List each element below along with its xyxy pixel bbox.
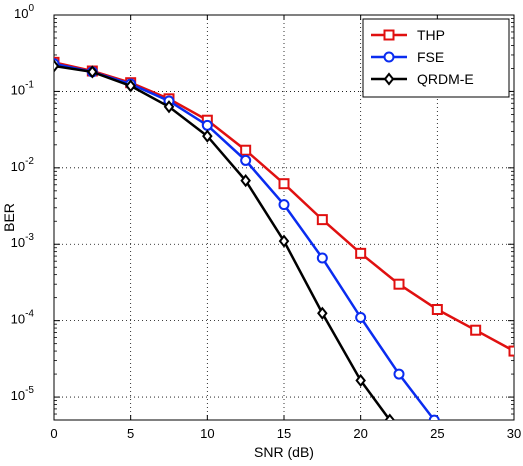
data-point-qrdm-e xyxy=(278,234,290,248)
data-point-fse xyxy=(393,368,405,380)
legend-marker-thp xyxy=(383,29,395,41)
legend-label-qrdm-e: QRDM-E xyxy=(417,71,474,87)
data-point-thp xyxy=(355,247,367,259)
legend-label-fse: FSE xyxy=(417,49,444,65)
data-point-qrdm-e xyxy=(125,79,136,93)
x-tick-label: 20 xyxy=(353,426,367,441)
legend-marker-qrdm-e xyxy=(383,72,395,86)
y-tick-label: 10-5 xyxy=(11,385,35,403)
data-point-qrdm-e xyxy=(163,100,175,114)
data-point-qrdm-e xyxy=(202,129,213,143)
data-point-fse xyxy=(278,199,290,211)
y-tick-label: 100 xyxy=(14,3,34,21)
data-point-qrdm-e xyxy=(355,373,366,388)
x-tick-label: 0 xyxy=(50,426,57,441)
legend: THP FSE QRDM-E xyxy=(362,18,510,98)
data-point-qrdm-e xyxy=(317,306,328,320)
data-point-thp xyxy=(316,214,328,226)
x-tick-label: 30 xyxy=(507,426,521,441)
x-tick-label: 5 xyxy=(127,426,134,441)
data-point-qrdm-e xyxy=(87,65,98,79)
data-point-qrdm-e xyxy=(54,59,60,73)
series-line-qrdm-e xyxy=(54,64,391,420)
x-tick-label: 25 xyxy=(430,426,444,441)
x-axis-label: SNR (dB) xyxy=(254,444,314,460)
data-point-thp xyxy=(240,144,252,156)
data-point-fse xyxy=(428,414,440,420)
data-point-fse xyxy=(316,252,328,264)
data-point-fse xyxy=(240,154,252,166)
data-point-thp xyxy=(470,324,482,336)
y-tick-label: 10-1 xyxy=(11,79,35,97)
data-point-qrdm-e xyxy=(240,174,251,188)
data-point-thp xyxy=(393,278,405,290)
data-point-thp xyxy=(508,345,514,357)
legend-marker-fse xyxy=(383,51,395,63)
series-group xyxy=(54,56,514,420)
series-fse xyxy=(54,58,440,420)
series-line-fse xyxy=(54,62,436,420)
x-tick-label: 10 xyxy=(200,426,214,441)
y-tick-label: 10-3 xyxy=(11,232,35,250)
series-qrdm-e xyxy=(54,59,396,420)
data-point-thp xyxy=(278,178,290,190)
data-point-fse xyxy=(201,119,213,131)
x-tick-label: 15 xyxy=(277,426,291,441)
y-tick-label: 10-4 xyxy=(11,309,35,327)
y-axis-label: BER xyxy=(1,203,17,232)
axis-ticks: 0 5 10 15 20 25 30 100 10-1 10-2 10-3 10-4 10-5 xyxy=(11,3,522,441)
data-point-qrdm-e xyxy=(384,413,396,420)
legend-label-thp: THP xyxy=(417,27,445,43)
data-point-fse xyxy=(355,311,367,323)
data-point-thp xyxy=(431,303,443,315)
y-tick-label: 10-2 xyxy=(11,156,35,174)
